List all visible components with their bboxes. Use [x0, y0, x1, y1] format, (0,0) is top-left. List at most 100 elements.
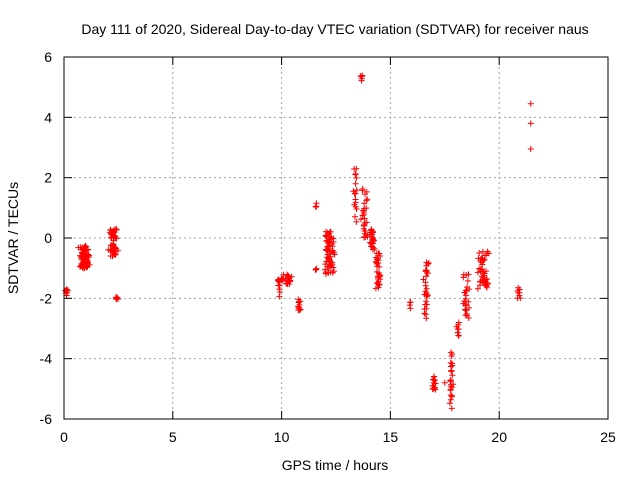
data-point [422, 282, 429, 289]
data-point [449, 384, 456, 391]
y-tick-label: -6 [40, 411, 53, 427]
data-point [423, 298, 430, 305]
data-point [352, 203, 359, 210]
data-point [478, 259, 485, 266]
data-point [476, 265, 483, 272]
data-point [465, 298, 472, 305]
data-point [322, 232, 329, 239]
data-point [364, 196, 371, 203]
data-point [527, 100, 534, 107]
data-point [109, 229, 116, 236]
data-point [463, 310, 470, 317]
data-point [296, 307, 303, 314]
x-tick-label: 25 [600, 429, 616, 445]
data-point [327, 269, 334, 276]
data-point [84, 259, 91, 266]
data-point [517, 295, 524, 302]
data-point [431, 377, 438, 384]
x-tick-label: 20 [491, 429, 507, 445]
data-point [447, 387, 454, 394]
data-point [359, 212, 366, 219]
data-point [361, 219, 368, 226]
data-point [362, 227, 369, 234]
data-point [276, 293, 283, 300]
data-point [288, 273, 295, 280]
data-point [352, 180, 359, 187]
data-point [372, 285, 379, 292]
data-point [481, 272, 488, 279]
data-point [448, 392, 455, 399]
data-point [455, 319, 462, 326]
data-point [477, 278, 484, 285]
data-point [110, 229, 117, 236]
data-point [376, 250, 383, 257]
data-point [328, 259, 335, 266]
data-point [352, 170, 359, 177]
data-point [450, 381, 457, 388]
data-point [515, 289, 522, 296]
data-point [110, 237, 117, 244]
data-point [465, 314, 472, 321]
data-point [424, 269, 431, 276]
data-point [463, 272, 470, 279]
data-point [82, 243, 89, 250]
data-point [81, 265, 88, 272]
data-point [446, 400, 453, 407]
data-point [113, 226, 120, 233]
data-point [330, 268, 337, 275]
data-point [361, 234, 368, 241]
data-point [313, 200, 320, 207]
axis-ticks: 0 5 10 15 20 25 -6 -4 -2 0 2 4 6 [40, 49, 616, 445]
data-point [375, 284, 382, 291]
data-point [363, 197, 370, 204]
data-point [430, 385, 437, 392]
data-point [482, 279, 489, 286]
data-point [114, 247, 121, 254]
data-point [466, 286, 473, 293]
data-point [113, 226, 120, 233]
x-tick-label: 0 [60, 429, 68, 445]
data-point [81, 260, 88, 267]
data-point [327, 234, 334, 241]
data-point [276, 278, 283, 285]
data-point [324, 244, 331, 251]
data-point [327, 262, 334, 269]
data-point [358, 73, 365, 80]
data-point [449, 372, 456, 379]
data-point [423, 268, 430, 275]
data-point [483, 250, 490, 257]
data-point [276, 282, 283, 289]
y-tick-label: -2 [40, 290, 53, 306]
data-point [423, 285, 430, 292]
chart-title: Day 111 of 2020, Sidereal Day-to-day VTE… [81, 21, 588, 37]
y-axis-label: SDTVAR / TECUs [5, 182, 21, 294]
data-point [407, 305, 414, 312]
data-point [370, 237, 377, 244]
data-point [432, 380, 439, 387]
data-point [109, 253, 116, 260]
data-point [476, 249, 483, 256]
data-point [423, 301, 430, 308]
data-point [353, 175, 360, 182]
data-point [425, 259, 432, 266]
data-point [375, 257, 382, 264]
data-point [350, 188, 357, 195]
data-point [112, 251, 119, 258]
data-point [455, 325, 462, 332]
data-point [279, 276, 286, 283]
data-point [353, 187, 360, 194]
data-point [297, 306, 304, 313]
data-point [527, 120, 534, 127]
data-point [423, 315, 430, 322]
data-point [113, 295, 120, 302]
data-point [363, 188, 370, 195]
data-point [455, 332, 462, 339]
data-point [112, 234, 119, 241]
data-point [328, 234, 335, 241]
data-point [448, 367, 455, 374]
x-tick-label: 5 [169, 429, 177, 445]
data-point [516, 286, 523, 293]
data-point [462, 312, 469, 319]
